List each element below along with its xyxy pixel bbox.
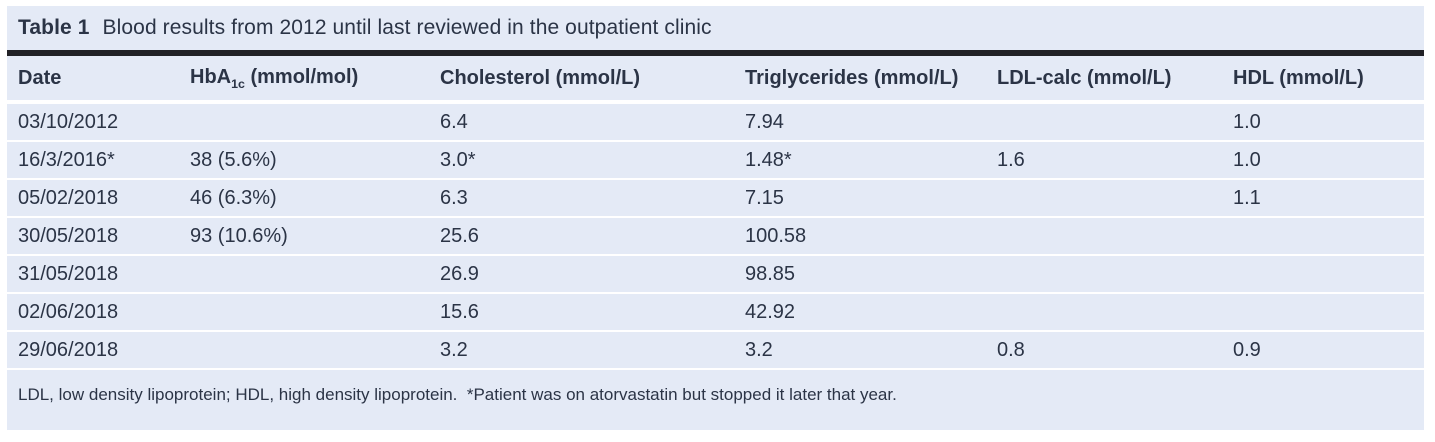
col-header-hdl: HDL (mmol/L) [1233, 66, 1364, 89]
cell-hba1c: 46 (6.3%) [190, 186, 277, 209]
table-row: 31/05/2018 26.9 98.85 [7, 256, 1424, 294]
table-row: 29/06/2018 3.2 3.2 0.8 0.9 [7, 332, 1424, 370]
cell-triglycerides: 1.48* [745, 148, 792, 171]
cell-cholesterol: 6.4 [440, 110, 468, 133]
cell-date: 05/02/2018 [18, 186, 119, 209]
cell-ldl-calc: 0.8 [997, 338, 1025, 361]
cell-cholesterol: 3.2 [440, 338, 468, 361]
col-header-ldl-calc: LDL-calc (mmol/L) [997, 66, 1172, 89]
cell-date: 31/05/2018 [18, 262, 119, 285]
cell-date: 30/05/2018 [18, 224, 119, 247]
table-header-row: Date HbA1c (mmol/mol) Cholesterol (mmol/… [7, 56, 1424, 104]
cell-triglycerides: 7.94 [745, 110, 784, 133]
cell-cholesterol: 26.9 [440, 262, 479, 285]
table-caption-text: Blood results from 2012 until last revie… [102, 16, 712, 39]
cell-hdl: 1.0 [1233, 148, 1261, 171]
cell-cholesterol: 25.6 [440, 224, 479, 247]
hba1c-unit: (mmol/mol) [244, 65, 359, 88]
table-row: 16/3/2016* 38 (5.6%) 3.0* 1.48* 1.6 1.0 [7, 142, 1424, 180]
cell-cholesterol: 3.0* [440, 148, 476, 171]
table-row: 02/06/2018 15.6 42.92 [7, 294, 1424, 332]
cell-hba1c: 93 (10.6%) [190, 224, 288, 247]
table-row: 30/05/2018 93 (10.6%) 25.6 100.58 [7, 218, 1424, 256]
cell-hdl: 1.0 [1233, 110, 1261, 133]
cell-date: 29/06/2018 [18, 338, 119, 361]
cell-triglycerides: 42.92 [745, 300, 796, 323]
cell-hdl: 0.9 [1233, 338, 1261, 361]
col-header-triglycerides: Triglycerides (mmol/L) [745, 66, 959, 89]
table-panel: Table 1 Blood results from 2012 until la… [7, 6, 1424, 430]
cell-cholesterol: 6.3 [440, 186, 468, 209]
cell-hba1c: 38 (5.6%) [190, 148, 277, 171]
cell-hdl: 1.1 [1233, 186, 1261, 209]
cell-cholesterol: 15.6 [440, 300, 479, 323]
hba1c-subscript: 1c [231, 76, 245, 91]
caption-rule [7, 50, 1424, 56]
cell-date: 02/06/2018 [18, 300, 119, 323]
table-row: 03/10/2012 6.4 7.94 1.0 [7, 104, 1424, 142]
cell-triglycerides: 98.85 [745, 262, 796, 285]
col-header-cholesterol: Cholesterol (mmol/L) [440, 66, 641, 89]
table-caption: Table 1 Blood results from 2012 until la… [7, 6, 1424, 50]
cell-triglycerides: 3.2 [745, 338, 773, 361]
col-header-date: Date [18, 66, 62, 89]
cell-triglycerides: 100.58 [745, 224, 807, 247]
table-number: Table 1 [18, 16, 90, 39]
cell-date: 03/10/2012 [18, 110, 119, 133]
cell-date: 16/3/2016* [18, 148, 115, 171]
table-footnote: LDL, low density lipoprotein; HDL, high … [18, 385, 897, 404]
col-header-hba1c: HbA1c (mmol/mol) [190, 66, 440, 91]
hba1c-prefix: HbA [190, 65, 232, 88]
cell-triglycerides: 7.15 [745, 186, 784, 209]
table-row: 05/02/2018 46 (6.3%) 6.3 7.15 1.1 [7, 180, 1424, 218]
cell-ldl-calc: 1.6 [997, 148, 1025, 171]
